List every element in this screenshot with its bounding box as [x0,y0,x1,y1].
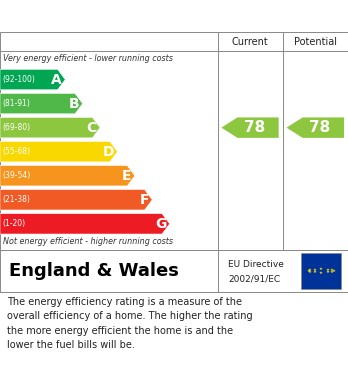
Polygon shape [0,142,118,162]
Text: Energy Efficiency Rating: Energy Efficiency Rating [9,9,219,23]
Text: England & Wales: England & Wales [9,262,179,280]
Text: F: F [139,193,149,207]
Text: 78: 78 [309,120,331,135]
Text: ★: ★ [319,267,323,271]
Bar [301,253,341,289]
Text: (92-100): (92-100) [2,75,35,84]
Polygon shape [0,93,82,114]
Text: ★: ★ [308,270,312,274]
Text: Not energy efficient - higher running costs: Not energy efficient - higher running co… [3,237,173,246]
Text: 78: 78 [244,120,265,135]
Text: ★: ★ [313,268,317,272]
Text: C: C [86,121,97,135]
Text: (21-38): (21-38) [2,195,30,204]
Text: D: D [102,145,114,159]
Polygon shape [286,117,344,138]
Text: The energy efficiency rating is a measure of the
overall efficiency of a home. T: The energy efficiency rating is a measur… [7,297,253,350]
Text: Very energy efficient - lower running costs: Very energy efficient - lower running co… [3,54,173,63]
Text: 2002/91/EC: 2002/91/EC [228,275,280,284]
Text: (39-54): (39-54) [2,171,30,180]
Text: ★: ★ [325,270,329,274]
Text: Current: Current [232,37,268,47]
Polygon shape [0,69,65,90]
Text: ★: ★ [306,269,310,273]
Text: Potential: Potential [294,37,337,47]
Text: EU Directive: EU Directive [228,260,284,269]
Polygon shape [0,117,100,138]
Text: ★: ★ [330,270,334,274]
Text: ★: ★ [308,268,312,272]
Polygon shape [0,190,152,210]
Text: (81-91): (81-91) [2,99,30,108]
Text: ★: ★ [325,268,329,272]
Text: ★: ★ [330,268,334,272]
Text: E: E [122,169,132,183]
Text: B: B [69,97,79,111]
Polygon shape [0,213,170,234]
Polygon shape [221,117,279,138]
Text: (1-20): (1-20) [2,219,25,228]
Text: A: A [51,73,62,86]
Text: ★: ★ [332,269,336,273]
Text: G: G [155,217,166,231]
Text: (55-68): (55-68) [2,147,30,156]
Polygon shape [0,165,135,186]
Text: ★: ★ [319,271,323,274]
Text: (69-80): (69-80) [2,123,30,132]
Text: ★: ★ [313,270,317,274]
